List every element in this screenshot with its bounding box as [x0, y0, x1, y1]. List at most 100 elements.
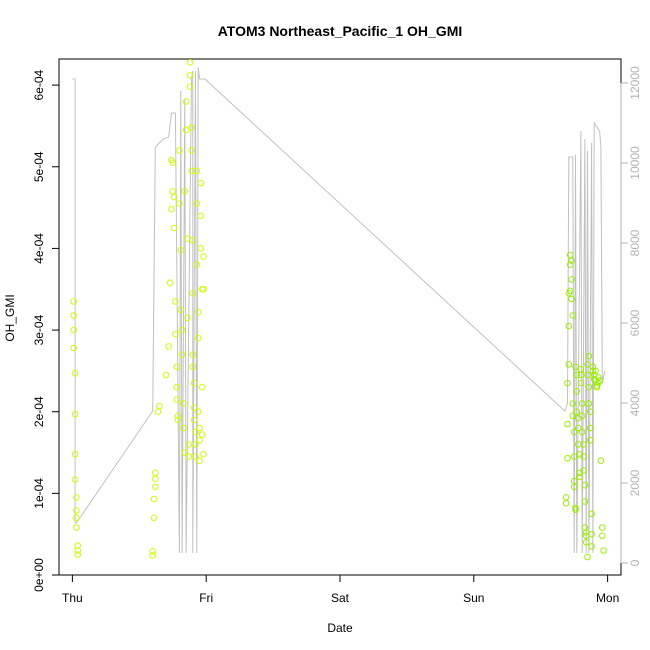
data-point — [564, 379, 571, 387]
line-layer — [72, 66, 606, 554]
data-point — [581, 498, 589, 505]
data-point — [599, 532, 606, 540]
data-point — [193, 167, 201, 175]
y2-tick-label: 10000 — [628, 146, 642, 180]
data-point — [173, 363, 181, 371]
data-point — [168, 205, 175, 213]
data-point — [188, 124, 195, 131]
data-point — [177, 306, 185, 314]
y2-tick-label: 12000 — [628, 66, 642, 100]
data-point — [194, 408, 202, 416]
x-tick-label: Fri — [199, 591, 213, 605]
data-point — [193, 200, 201, 207]
data-point — [181, 449, 189, 456]
data-point — [573, 371, 581, 379]
data-point — [576, 473, 583, 481]
data-point — [71, 410, 79, 418]
data-point — [196, 424, 203, 432]
data-point — [189, 290, 197, 297]
data-point — [194, 308, 202, 316]
y-axis-label: OH_GMI — [3, 294, 17, 341]
x-tick-label: Thu — [62, 591, 83, 605]
data-point — [200, 285, 207, 293]
data-point — [74, 547, 81, 554]
data-point — [580, 453, 587, 460]
data-point — [588, 530, 595, 538]
data-point — [186, 59, 194, 66]
x-axis: Thu Fri Sat Sun Mon — [62, 574, 619, 605]
data-point — [600, 547, 607, 554]
data-point — [564, 420, 571, 428]
y2-tick-label: 0 — [628, 559, 642, 566]
data-point — [169, 159, 176, 166]
data-point — [73, 514, 80, 522]
data-point — [570, 483, 578, 491]
y-tick-label: 1e-04 — [32, 478, 46, 509]
data-point — [182, 126, 190, 134]
y-tick-label: 2e-04 — [32, 396, 46, 427]
data-point — [596, 377, 603, 385]
data-point — [586, 408, 594, 416]
data-point — [197, 245, 205, 252]
data-point — [178, 351, 186, 358]
data-point — [73, 507, 80, 514]
x-axis-label: Date — [327, 621, 353, 635]
data-point — [584, 553, 591, 561]
data-point — [180, 400, 187, 407]
data-point — [73, 494, 80, 501]
data-point — [192, 453, 199, 460]
data-point — [192, 441, 199, 448]
data-point — [588, 510, 595, 518]
data-point — [589, 367, 597, 375]
data-point — [170, 193, 178, 201]
altitude-series-line — [72, 66, 606, 554]
y2-tick-label: 8000 — [628, 229, 642, 256]
y-tick-label: 4e-04 — [32, 233, 46, 264]
data-point — [162, 371, 170, 379]
data-point — [569, 400, 577, 407]
y2-tick-label: 6000 — [628, 309, 642, 336]
data-point — [189, 237, 197, 244]
data-point — [573, 408, 581, 416]
data-point — [177, 246, 185, 254]
data-point — [188, 147, 195, 154]
data-point — [185, 441, 193, 448]
data-point — [165, 343, 172, 350]
data-point — [588, 543, 595, 550]
data-point — [578, 412, 586, 420]
data-point — [562, 499, 570, 507]
data-point — [185, 453, 193, 460]
data-point — [565, 361, 573, 368]
data-point — [170, 224, 178, 232]
data-point — [584, 361, 591, 368]
data-point — [197, 212, 205, 220]
data-point — [574, 424, 582, 432]
data-point — [595, 374, 602, 381]
data-point — [585, 400, 593, 407]
data-point — [198, 431, 206, 438]
data-point — [184, 314, 191, 322]
data-point — [174, 416, 182, 424]
data-point — [173, 383, 181, 391]
data-point — [192, 428, 199, 436]
data-point — [150, 514, 158, 522]
data-point — [186, 83, 194, 91]
x-tick-label: Mon — [596, 591, 619, 605]
data-point — [570, 453, 578, 460]
data-point — [172, 330, 179, 338]
data-point — [73, 524, 80, 531]
data-point — [194, 334, 202, 342]
data-point — [174, 412, 182, 420]
x-tick-label: Sun — [463, 591, 484, 605]
data-point — [572, 506, 579, 514]
data-point — [197, 179, 205, 187]
data-point — [190, 416, 198, 424]
x-tick-label: Sat — [331, 591, 350, 605]
data-point — [70, 298, 77, 305]
data-point — [569, 412, 577, 420]
data-point — [176, 147, 183, 154]
data-point — [584, 371, 591, 379]
data-point — [566, 287, 574, 295]
